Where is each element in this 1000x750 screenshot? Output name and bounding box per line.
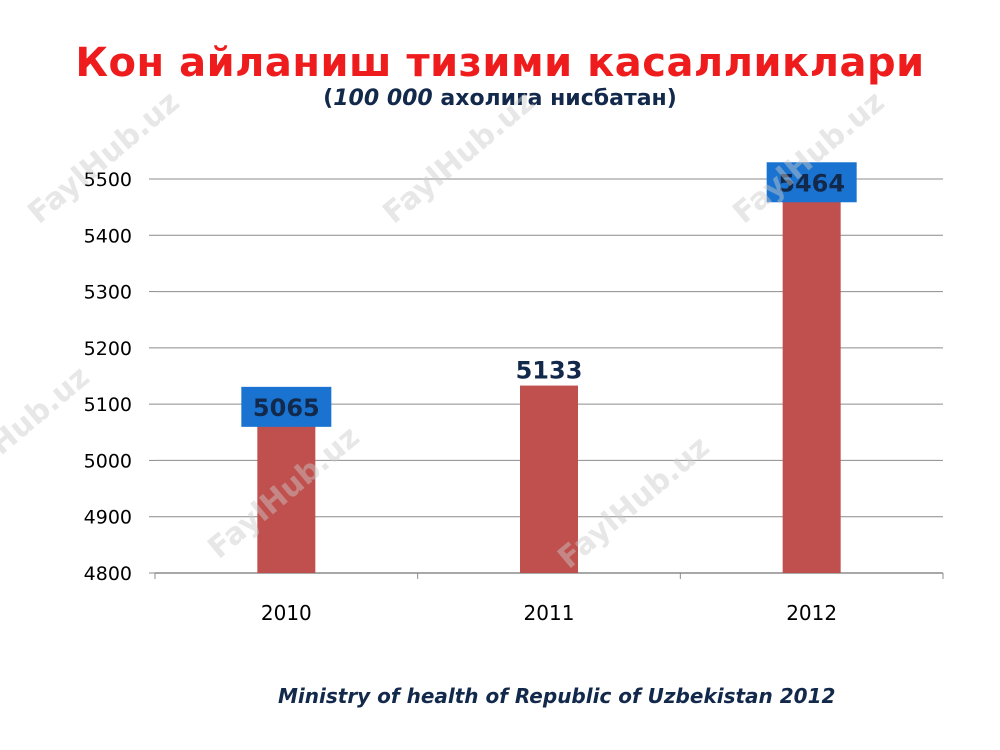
source-note: Ministry of health of Republic of Uzbeki… bbox=[278, 684, 836, 708]
y-tick-label: 4800 bbox=[84, 563, 132, 585]
y-tick-label: 5400 bbox=[84, 225, 132, 247]
x-tick-label: 2011 bbox=[524, 601, 575, 625]
data-label: 5065 bbox=[253, 394, 320, 422]
watermark-text: FaylHub.uz bbox=[0, 360, 96, 506]
y-tick-label: 5100 bbox=[84, 394, 132, 416]
y-tick-label: 5500 bbox=[84, 169, 132, 191]
watermark-layer: FaylHub.uz FaylHub.uz FaylHub.uzFaylHub.uz… bbox=[0, 85, 891, 576]
y-tick-label: 4900 bbox=[84, 507, 132, 529]
y-tick-label: 5000 bbox=[84, 450, 132, 472]
chart-subtitle: (100 000 ахолига нисбатан) bbox=[0, 86, 1000, 111]
subtitle-number: 100 000 bbox=[333, 86, 433, 111]
watermark-text: FaylHub.uz bbox=[21, 85, 186, 231]
y-axis: 4800 4900 5000 5100 5200 5300 5400 5500 bbox=[84, 169, 155, 585]
bars bbox=[257, 199, 841, 573]
bar-2012 bbox=[782, 199, 841, 573]
data-label-box bbox=[241, 386, 332, 427]
x-tick-label: 2010 bbox=[261, 601, 312, 625]
subtitle-text: ахолига нисбатан) bbox=[432, 86, 677, 111]
data-labels: 5065 5133 5464 bbox=[241, 162, 857, 427]
data-label-box bbox=[766, 162, 857, 203]
watermark-text: FaylHub.uz bbox=[376, 85, 541, 231]
data-label: 5133 bbox=[516, 357, 583, 385]
bar-2011 bbox=[520, 385, 578, 573]
subtitle-open-paren: ( bbox=[323, 86, 334, 111]
chart-title: Кон айланиш тизими касалликлари bbox=[75, 40, 925, 86]
y-tick-label: 5200 bbox=[84, 338, 132, 360]
data-label: 5464 bbox=[778, 169, 845, 197]
x-tick-label: 2012 bbox=[786, 601, 837, 625]
bar-2010 bbox=[257, 423, 316, 573]
x-axis: 2010 2011 2012 bbox=[154, 572, 944, 625]
y-tick-label: 5300 bbox=[84, 282, 132, 304]
